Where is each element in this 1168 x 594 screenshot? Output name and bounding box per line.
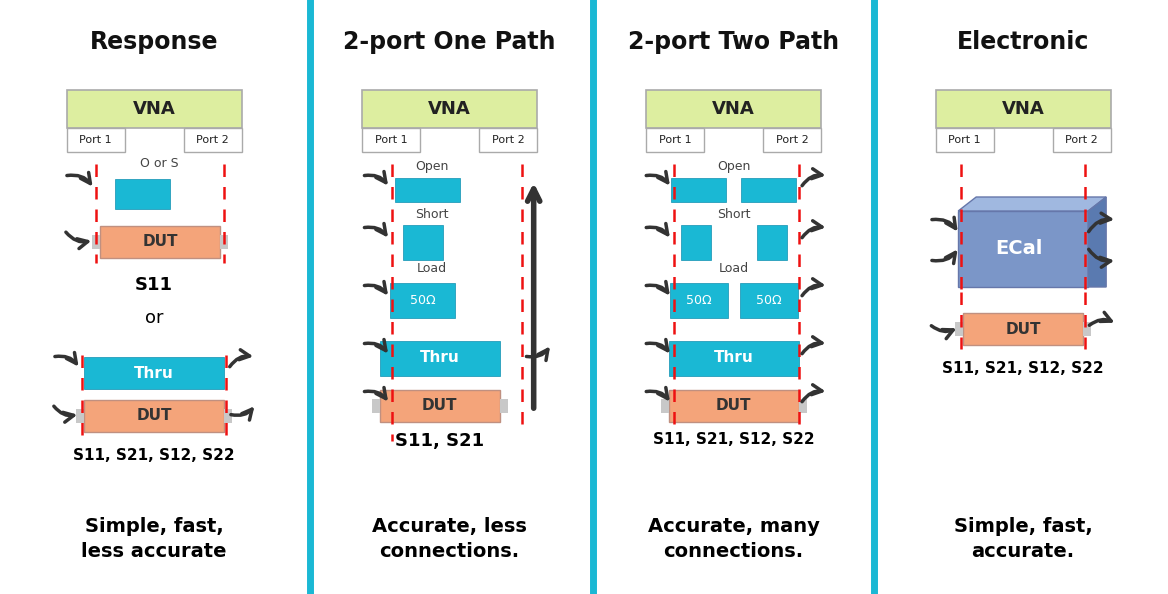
Bar [646, 90, 821, 128]
Text: Port 2: Port 2 [196, 135, 229, 145]
Bar [757, 225, 786, 260]
Text: 2-port Two Path: 2-port Two Path [628, 30, 839, 54]
Polygon shape [958, 197, 1106, 211]
Bar [670, 178, 726, 202]
Bar [763, 128, 821, 152]
Bar [646, 128, 704, 152]
Text: VNA: VNA [429, 100, 471, 118]
Text: Load: Load [718, 262, 749, 275]
Bar [371, 399, 380, 413]
Bar [958, 211, 1089, 287]
Text: Port 1: Port 1 [79, 135, 112, 145]
Text: Accurate, many
connections.: Accurate, many connections. [647, 517, 820, 561]
Text: Load: Load [417, 262, 446, 275]
Text: Port 2: Port 2 [776, 135, 808, 145]
Text: S11, S21, S12, S22: S11, S21, S12, S22 [943, 361, 1104, 376]
Text: 2-port One Path: 2-port One Path [343, 30, 556, 54]
Bar [390, 283, 456, 318]
Bar [403, 225, 443, 260]
Text: Port 1: Port 1 [375, 135, 408, 145]
Text: DUT: DUT [1006, 321, 1041, 336]
Text: VNA: VNA [133, 100, 175, 118]
Text: DUT: DUT [142, 235, 178, 249]
Text: VNA: VNA [712, 100, 755, 118]
Bar [362, 128, 420, 152]
Bar [936, 90, 1111, 128]
Bar [964, 313, 1083, 345]
Bar [224, 409, 232, 423]
Text: Short: Short [415, 208, 449, 221]
Text: Port 2: Port 2 [492, 135, 524, 145]
Text: VNA: VNA [1002, 100, 1044, 118]
Bar [67, 90, 242, 128]
Bar [395, 178, 460, 202]
Text: 50Ω: 50Ω [410, 293, 436, 307]
Bar [799, 399, 806, 413]
Text: ECal: ECal [995, 239, 1042, 258]
Bar [380, 340, 500, 375]
Bar [955, 322, 964, 336]
Text: Simple, fast,
accurate.: Simple, fast, accurate. [954, 517, 1092, 561]
Text: Open: Open [415, 160, 449, 173]
Text: DUT: DUT [422, 399, 458, 413]
Text: DUT: DUT [716, 399, 751, 413]
Text: Open: Open [717, 160, 750, 173]
Bar [84, 357, 224, 389]
Text: Port 1: Port 1 [659, 135, 691, 145]
Bar [936, 128, 994, 152]
Text: 50Ω: 50Ω [686, 293, 711, 307]
Bar [114, 179, 169, 209]
Bar [76, 409, 84, 423]
Text: Port 1: Port 1 [948, 135, 981, 145]
Text: 50Ω: 50Ω [756, 293, 781, 307]
Text: Accurate, less
connections.: Accurate, less connections. [373, 517, 527, 561]
Bar [221, 235, 228, 249]
Text: Short: Short [717, 208, 750, 221]
Bar [183, 128, 242, 152]
Bar [1083, 322, 1091, 336]
Bar [668, 390, 799, 422]
Bar [668, 340, 799, 375]
Text: Simple, fast,
less accurate: Simple, fast, less accurate [82, 517, 227, 561]
Text: S11: S11 [135, 276, 173, 294]
Bar [67, 128, 125, 152]
Bar [681, 225, 710, 260]
Text: or: or [145, 309, 164, 327]
Bar [92, 235, 100, 249]
Text: Response: Response [90, 30, 218, 54]
Bar [100, 226, 221, 258]
Bar [500, 399, 508, 413]
Bar [479, 128, 537, 152]
Text: Thru: Thru [419, 350, 459, 365]
Bar [739, 283, 798, 318]
Text: O or S: O or S [140, 157, 179, 170]
Bar [669, 283, 728, 318]
Text: S11, S21, S12, S22: S11, S21, S12, S22 [653, 432, 814, 447]
Text: S11, S21: S11, S21 [395, 432, 485, 450]
Bar [362, 90, 537, 128]
Text: Thru: Thru [714, 350, 753, 365]
Text: Thru: Thru [134, 365, 174, 381]
Text: DUT: DUT [137, 409, 172, 424]
Bar [380, 390, 500, 422]
Polygon shape [1089, 197, 1106, 287]
Text: Electronic: Electronic [957, 30, 1090, 54]
Bar [1052, 128, 1111, 152]
Text: S11, S21, S12, S22: S11, S21, S12, S22 [74, 448, 235, 463]
Bar [661, 399, 668, 413]
Bar [84, 400, 224, 432]
Bar [741, 178, 797, 202]
Text: Port 2: Port 2 [1065, 135, 1098, 145]
